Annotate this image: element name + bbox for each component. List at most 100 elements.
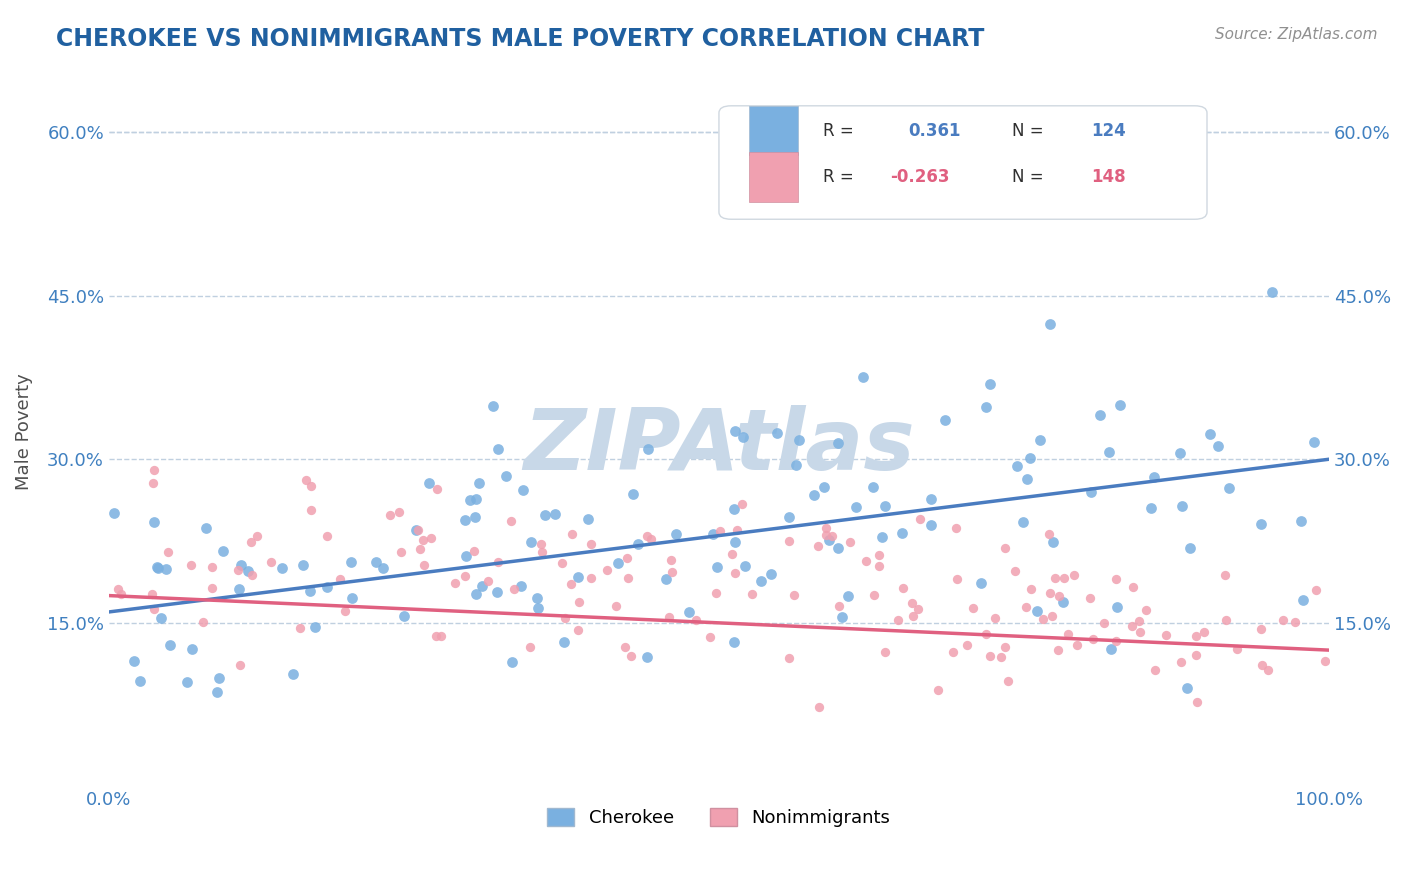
Point: [544, 507, 567, 521]
Point: [636, 529, 658, 543]
Point: [637, 442, 659, 457]
Point: [579, 537, 602, 551]
Point: [818, 533, 841, 548]
Point: [1143, 470, 1166, 484]
Point: [868, 559, 890, 574]
Point: [103, 506, 125, 520]
Point: [1128, 614, 1150, 628]
Point: [486, 584, 509, 599]
Point: [159, 638, 181, 652]
Point: [839, 535, 862, 549]
Point: [486, 556, 509, 570]
Point: [180, 558, 202, 573]
Point: [1038, 527, 1060, 541]
Point: [454, 569, 477, 583]
Point: [467, 475, 489, 490]
Point: [1192, 624, 1215, 639]
Point: [339, 555, 361, 569]
Point: [984, 611, 1007, 625]
Point: [1284, 615, 1306, 629]
Point: [1011, 516, 1033, 530]
Point: [974, 626, 997, 640]
Point: [454, 513, 477, 527]
Point: [1014, 600, 1036, 615]
Point: [783, 588, 806, 602]
Point: [1199, 427, 1222, 442]
Point: [229, 658, 252, 673]
Point: [155, 561, 177, 575]
Point: [1129, 624, 1152, 639]
Point: [766, 425, 789, 440]
Point: [1213, 568, 1236, 582]
Point: [510, 579, 533, 593]
Point: [1078, 591, 1101, 605]
Point: [1185, 629, 1208, 643]
Point: [128, 673, 150, 688]
Point: [813, 480, 835, 494]
Point: [1139, 500, 1161, 515]
Point: [820, 529, 842, 543]
Point: [654, 572, 676, 586]
Point: [561, 526, 583, 541]
Point: [1313, 654, 1336, 668]
Point: [891, 582, 914, 596]
Point: [316, 580, 339, 594]
Point: [394, 608, 416, 623]
Point: [1053, 571, 1076, 585]
Point: [408, 523, 430, 537]
Point: [146, 560, 169, 574]
Point: [527, 601, 550, 615]
Point: [1099, 642, 1122, 657]
Point: [831, 609, 853, 624]
Point: [464, 510, 486, 524]
Point: [1039, 586, 1062, 600]
Point: [785, 458, 807, 473]
Point: [430, 629, 453, 643]
Text: 148: 148: [1091, 168, 1126, 186]
Text: CHEROKEE VS NONIMMIGRANTS MALE POVERTY CORRELATION CHART: CHEROKEE VS NONIMMIGRANTS MALE POVERTY C…: [56, 27, 984, 51]
Point: [1007, 459, 1029, 474]
Point: [1019, 582, 1042, 596]
Point: [815, 521, 838, 535]
Legend: Cherokee, Nonimmigrants: Cherokee, Nonimmigrants: [540, 800, 898, 834]
Point: [990, 650, 1012, 665]
Point: [519, 640, 541, 654]
Point: [725, 523, 748, 537]
Point: [1004, 564, 1026, 578]
Point: [576, 512, 599, 526]
Point: [979, 649, 1001, 664]
Point: [246, 529, 269, 543]
Point: [706, 586, 728, 600]
Point: [870, 530, 893, 544]
Point: [1218, 481, 1240, 495]
Point: [920, 491, 942, 506]
Point: [827, 541, 849, 556]
Point: [316, 529, 339, 543]
Point: [970, 575, 993, 590]
Point: [724, 424, 747, 438]
Point: [499, 514, 522, 528]
Point: [122, 654, 145, 668]
Point: [1109, 398, 1132, 412]
Point: [1171, 500, 1194, 514]
Point: [176, 675, 198, 690]
Point: [1029, 433, 1052, 447]
Point: [520, 534, 543, 549]
Point: [142, 475, 165, 490]
Point: [640, 533, 662, 547]
Point: [778, 534, 800, 549]
Point: [741, 587, 763, 601]
Point: [808, 700, 831, 714]
Point: [616, 550, 638, 565]
Point: [205, 685, 228, 699]
Point: [974, 400, 997, 414]
Point: [579, 571, 602, 585]
Point: [778, 510, 800, 524]
Text: ZIPAtlas: ZIPAtlas: [523, 405, 915, 488]
Point: [1105, 633, 1128, 648]
Text: N =: N =: [1012, 121, 1043, 140]
Point: [807, 539, 830, 553]
Point: [1052, 595, 1074, 609]
Point: [146, 561, 169, 575]
Point: [934, 412, 956, 426]
